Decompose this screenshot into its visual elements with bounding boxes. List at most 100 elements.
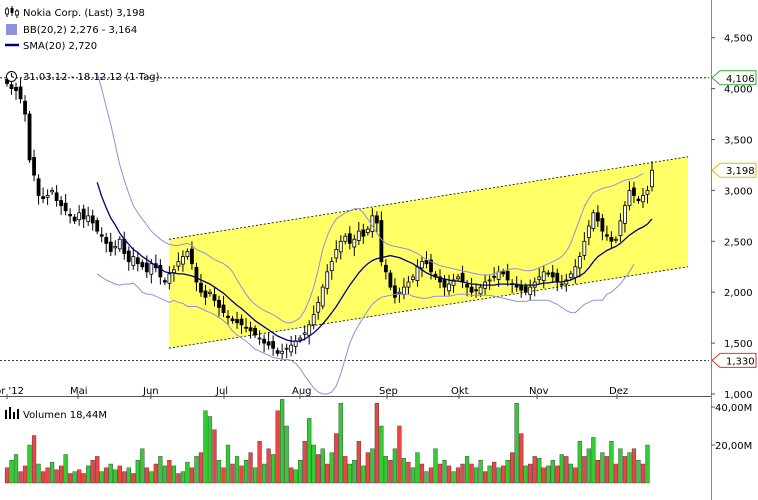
volume-bar — [171, 465, 177, 484]
candle-body — [275, 350, 280, 354]
volume-bar — [591, 437, 596, 484]
candle-body — [343, 235, 348, 242]
candle-body — [117, 238, 122, 250]
sma-line — [96, 182, 653, 342]
volume-bar — [153, 463, 158, 484]
candle — [257, 330, 262, 345]
price-axis-tick-label: 3,500 — [724, 136, 753, 147]
volume-bar — [397, 425, 402, 484]
date-range-label: 31.03.12 - 18.12.12 (1 Tag) — [23, 72, 160, 83]
high-badge-shape — [711, 70, 757, 86]
volume-bar — [99, 471, 104, 484]
candle-body — [298, 337, 303, 341]
candle — [338, 235, 343, 260]
candle — [541, 265, 546, 289]
volume-label: Volumen 18,44M — [23, 410, 107, 421]
high-value-badge: 4,106 — [711, 70, 757, 86]
candle-body — [32, 157, 36, 176]
volume-bar — [401, 458, 407, 484]
candle-body — [23, 100, 27, 115]
candle-body — [14, 86, 18, 92]
volume-bar — [437, 463, 443, 484]
candle-body — [586, 225, 591, 239]
candle-body — [614, 238, 618, 241]
volume-bar — [216, 460, 222, 484]
candle — [623, 201, 627, 233]
candle-body — [59, 200, 64, 207]
candle-body — [239, 318, 244, 326]
candle — [131, 247, 136, 270]
channel-lower-line — [168, 266, 689, 349]
candle — [45, 189, 50, 205]
volume-bar — [555, 465, 560, 484]
volume-bar — [122, 471, 127, 484]
volume-axis: 20,00M 40,00M — [711, 403, 752, 452]
candle-body — [465, 284, 469, 288]
candle — [595, 205, 600, 228]
candle — [18, 77, 23, 104]
date-range: 31.03.12 - 18.12.12 (1 Tag) — [6, 71, 160, 83]
candle-body — [411, 276, 415, 280]
volume-bar — [280, 399, 285, 484]
candle-body — [208, 291, 212, 295]
volume-bar — [59, 465, 64, 484]
volume-bar — [334, 433, 339, 484]
candle — [36, 174, 41, 205]
volume-bar — [564, 456, 569, 484]
volume-bar — [464, 456, 470, 484]
volume-bar — [460, 463, 465, 484]
volume-bar — [528, 463, 533, 484]
volume-bar — [568, 463, 573, 484]
candle-body — [199, 282, 203, 293]
candle-body — [307, 324, 312, 336]
candle — [302, 325, 307, 341]
candle — [537, 267, 542, 285]
volume-bar — [636, 460, 641, 484]
candle — [591, 209, 596, 232]
candle-body — [248, 327, 253, 332]
volume-bar — [198, 452, 204, 484]
candle — [383, 259, 388, 280]
volume-bar — [271, 454, 276, 484]
candle — [397, 287, 402, 303]
candle-body — [99, 234, 104, 237]
candle-body — [158, 264, 163, 278]
volume-bar — [225, 444, 231, 484]
candle-body — [316, 301, 321, 313]
candle-body — [226, 315, 230, 319]
candle-body — [167, 273, 172, 284]
volume-bar — [40, 471, 46, 484]
candle-body — [221, 304, 226, 313]
volume-bar — [577, 441, 582, 484]
volume-bar — [487, 465, 492, 484]
candle-body — [501, 271, 506, 275]
candle-body — [474, 289, 478, 292]
volume-bar — [144, 467, 149, 484]
candle-body — [383, 264, 388, 273]
volume-bar — [519, 433, 524, 484]
price-axis-tick-label: 2,500 — [724, 237, 753, 248]
candle — [140, 259, 145, 270]
price-axis-tick-label: 1,500 — [724, 339, 753, 350]
candle-body — [573, 266, 578, 278]
candle — [95, 217, 100, 235]
volume-bar — [537, 458, 542, 484]
candle — [311, 305, 316, 330]
volume-bar — [108, 463, 113, 484]
candle-body — [347, 233, 352, 244]
candle-body — [609, 237, 614, 242]
volume-bar — [595, 460, 600, 484]
volume-bar — [117, 465, 122, 484]
candle-body — [429, 259, 433, 273]
candle — [420, 257, 424, 278]
candle — [208, 289, 212, 297]
candle-body — [577, 256, 582, 269]
candle-body — [528, 286, 533, 296]
candle — [406, 275, 411, 295]
volume-bar — [68, 473, 73, 484]
candle-body — [50, 189, 55, 193]
bollinger-label: BB(20,2) 2,276 - 3,164 — [23, 25, 137, 36]
volume-bar — [559, 454, 564, 484]
volume-bar — [81, 473, 86, 484]
volume-bar — [176, 473, 181, 484]
